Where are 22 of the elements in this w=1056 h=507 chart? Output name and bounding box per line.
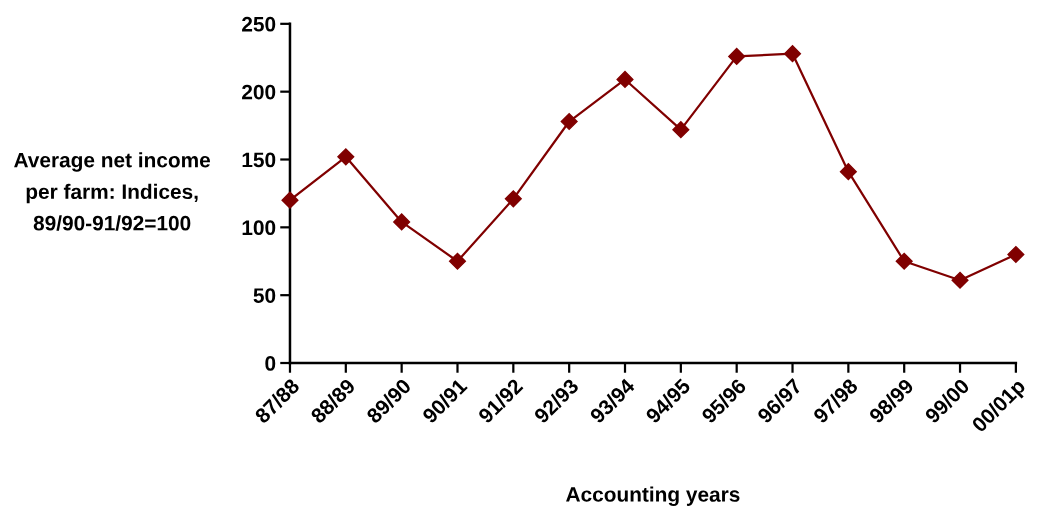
point [839,163,857,181]
point [951,271,969,289]
y-tick-label: 100 [242,220,276,236]
point [783,45,802,63]
point [728,47,746,65]
point [560,112,578,131]
point [448,252,467,270]
point [281,191,299,209]
point [504,190,522,208]
y-tick-label: 0 [265,356,276,371]
y-tick-label: 250 [242,16,276,32]
y-tick-label: 150 [242,152,276,168]
point [672,121,690,139]
y-axis-title: Average net income per farm: Indices, 89/90-91/92=100 [14,152,211,231]
y-tick-label: 200 [242,84,276,100]
point [616,70,634,89]
y-tick-label: 50 [253,288,276,303]
x-axis-title: Accounting years [566,486,740,506]
point [393,213,411,231]
point [895,252,913,270]
point [337,148,355,166]
point [1007,245,1025,264]
